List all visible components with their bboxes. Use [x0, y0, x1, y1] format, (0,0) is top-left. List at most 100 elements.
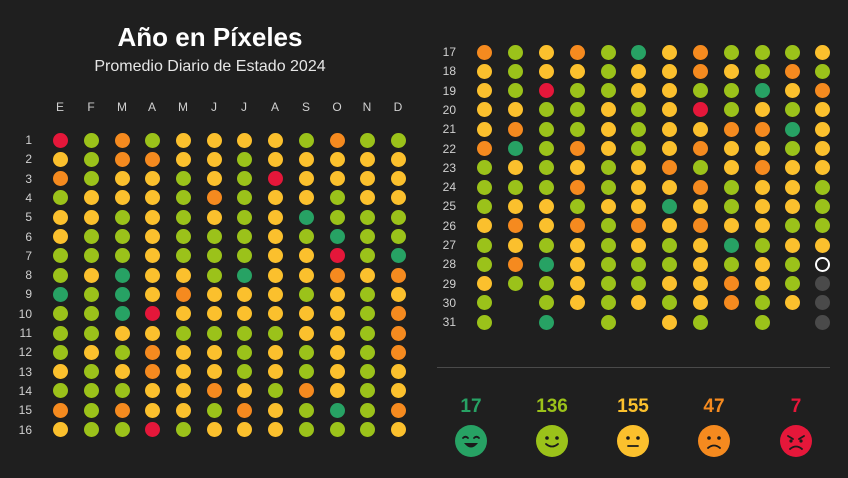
day-pixel	[298, 267, 314, 283]
day-pixel	[144, 151, 160, 167]
day-pixel	[359, 151, 375, 167]
day-pixel	[298, 248, 314, 264]
sad-face-icon	[697, 424, 731, 458]
day-pixel	[692, 160, 708, 176]
day-pixel	[144, 132, 160, 148]
day-pixel	[267, 422, 283, 437]
day-pixel	[359, 171, 375, 187]
day-pixel	[600, 276, 616, 292]
day-pixel	[298, 190, 314, 206]
day-pixel	[630, 276, 646, 292]
day-pixel	[754, 83, 770, 99]
day-pixel	[569, 102, 585, 118]
day-pixel	[52, 383, 68, 399]
day-pixel-empty	[814, 295, 830, 311]
day-pixel	[538, 237, 554, 253]
day-pixel	[175, 209, 191, 225]
day-pixel	[236, 267, 252, 283]
day-pixel	[630, 198, 646, 214]
day-pixel	[114, 286, 130, 302]
summary-count-neutral: 155	[617, 396, 649, 417]
day-pixel	[359, 325, 375, 341]
day-label: 10	[18, 306, 32, 321]
day-pixel	[390, 171, 406, 187]
month-label: O	[332, 100, 342, 114]
day-pixel	[298, 325, 314, 341]
summary-count-very-happy: 17	[460, 396, 482, 417]
day-pixel	[175, 383, 191, 399]
day-pixel	[267, 306, 283, 322]
day-pixel	[298, 132, 314, 148]
day-pixel	[175, 344, 191, 360]
day-pixel	[175, 306, 191, 322]
day-pixel	[661, 179, 677, 195]
day-pixel	[784, 141, 800, 156]
day-pixel	[723, 276, 739, 292]
day-pixel	[175, 132, 191, 148]
day-label: 8	[25, 268, 32, 283]
day-pixel	[359, 132, 375, 148]
day-pixel	[600, 237, 616, 253]
day-pixel	[754, 44, 770, 60]
day-pixel	[476, 141, 492, 156]
day-pixel	[236, 422, 252, 437]
day-pixel	[692, 121, 708, 137]
day-pixel	[754, 237, 770, 253]
day-pixel	[236, 151, 252, 167]
day-pixel	[390, 267, 406, 283]
day-pixel	[723, 83, 739, 99]
day-pixel	[175, 190, 191, 206]
day-pixel	[236, 383, 252, 399]
day-pixel	[114, 383, 130, 399]
day-pixel	[175, 171, 191, 187]
day-pixel	[267, 364, 283, 380]
day-pixel	[267, 325, 283, 341]
day-label: 25	[442, 199, 456, 214]
day-pixel	[814, 121, 830, 137]
day-label: 30	[442, 295, 456, 310]
day-pixel	[630, 295, 646, 311]
day-pixel	[114, 209, 130, 225]
day-pixel	[206, 364, 222, 380]
day-pixel	[329, 267, 345, 283]
day-pixel	[206, 383, 222, 399]
day-pixel	[114, 306, 130, 322]
day-pixel	[600, 83, 616, 99]
day-pixel	[329, 248, 345, 264]
day-pixel	[754, 295, 770, 311]
day-pixel	[175, 229, 191, 244]
day-pixel	[630, 63, 646, 79]
day-pixel	[784, 218, 800, 234]
day-pixel	[538, 141, 554, 156]
day-pixel	[390, 248, 406, 264]
day-pixel	[661, 314, 677, 330]
day-pixel	[569, 295, 585, 311]
day-pixel	[144, 402, 160, 418]
day-pixel	[600, 141, 616, 156]
day-pixel	[298, 422, 314, 437]
day-pixel	[784, 179, 800, 195]
day-label: 21	[442, 122, 456, 137]
day-pixel	[144, 383, 160, 399]
day-pixel	[175, 267, 191, 283]
day-pixel	[814, 218, 830, 234]
day-pixel	[600, 179, 616, 195]
day-pixel	[236, 248, 252, 264]
day-pixel	[267, 267, 283, 283]
day-pixel	[692, 179, 708, 195]
day-pixel	[476, 160, 492, 176]
day-pixel	[661, 83, 677, 99]
day-pixel	[52, 306, 68, 322]
day-pixel	[476, 295, 492, 311]
day-pixel	[390, 364, 406, 380]
day-label: 27	[442, 238, 456, 252]
day-pixel	[661, 44, 677, 60]
day-pixel	[298, 171, 314, 187]
day-pixel	[175, 422, 191, 437]
day-pixel	[298, 286, 314, 302]
day-pixel	[538, 314, 554, 330]
day-pixel	[600, 295, 616, 311]
day-pixel	[692, 276, 708, 292]
day-pixel	[390, 422, 406, 437]
day-label: 14	[18, 383, 32, 398]
